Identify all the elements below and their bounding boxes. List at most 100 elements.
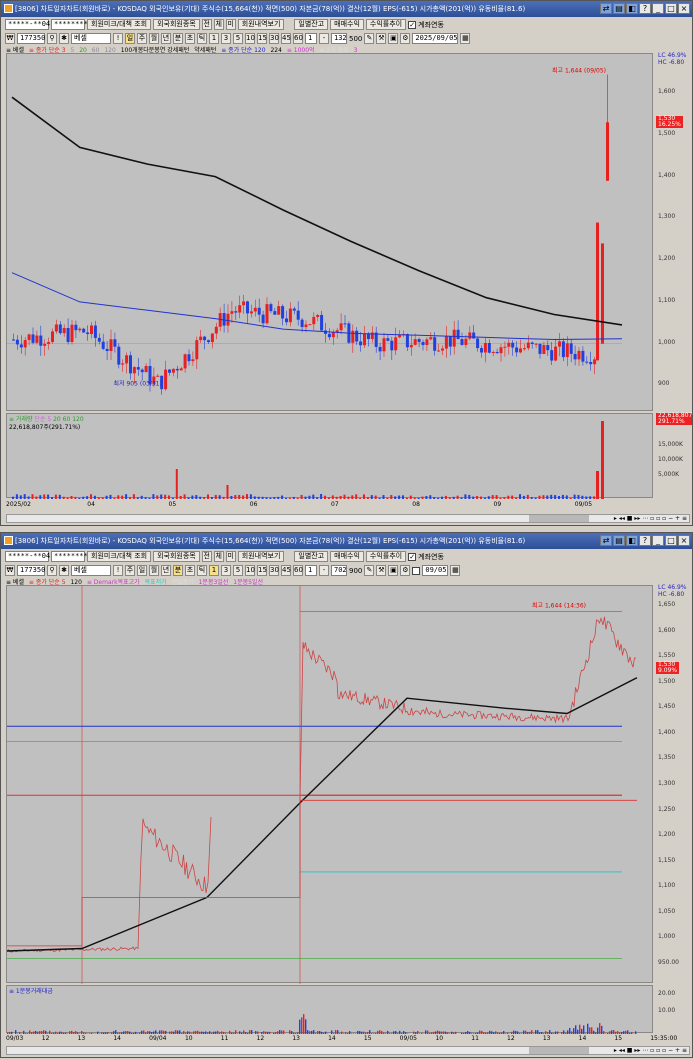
- period-minute[interactable]: 분: [173, 33, 183, 44]
- minute-30-2[interactable]: 30: [269, 565, 279, 576]
- profit-trend-button-2[interactable]: 수익률추이: [365, 551, 407, 562]
- tab-unfilled[interactable]: 미: [225, 19, 236, 30]
- period-day[interactable]: 일: [125, 33, 135, 44]
- minute-60-2[interactable]: 60: [293, 565, 303, 576]
- account-select[interactable]: *****-**04: [5, 19, 50, 30]
- minus-icon-2[interactable]: -: [319, 565, 329, 576]
- help-icon[interactable]: ?: [639, 3, 651, 14]
- code-icon[interactable]: ₩: [5, 33, 15, 44]
- period-year[interactable]: 년: [161, 33, 171, 44]
- minute-1-2[interactable]: 1: [209, 565, 219, 576]
- link-icon[interactable]: ⇄: [600, 3, 612, 14]
- interval-count[interactable]: 1: [305, 33, 317, 44]
- daily-balance-button-2[interactable]: 일별잔고: [294, 551, 329, 562]
- tab-all-2[interactable]: 전: [201, 551, 212, 562]
- tab-body[interactable]: 체: [213, 19, 224, 30]
- minute-10[interactable]: 10: [245, 33, 255, 44]
- stock-code-input[interactable]: 177350: [17, 33, 45, 44]
- foreign-member-button[interactable]: 외국회원종목: [153, 19, 200, 30]
- minute-5-2[interactable]: 5: [233, 565, 243, 576]
- favorite-icon-2[interactable]: ✱: [59, 565, 69, 576]
- pin-icon-2[interactable]: ◧: [626, 535, 638, 546]
- minute-60[interactable]: 60: [293, 33, 303, 44]
- minute-5[interactable]: 5: [233, 33, 243, 44]
- minute-1[interactable]: 1: [209, 33, 219, 44]
- account-link-checkbox-2[interactable]: ✓: [408, 552, 417, 561]
- date-input-2[interactable]: 09/05: [422, 565, 449, 576]
- volume-chart[interactable]: [6, 413, 653, 499]
- save-icon-2[interactable]: ▣: [388, 565, 399, 576]
- member-history-button-2[interactable]: 회원내역보기: [237, 551, 285, 562]
- calendar-icon[interactable]: ▦: [460, 33, 471, 44]
- code-icon-2[interactable]: ₩: [5, 565, 15, 576]
- period-tick-2[interactable]: 틱: [197, 565, 207, 576]
- profit-trend-button[interactable]: 수익률추이: [365, 19, 407, 30]
- member-lookup-button-2[interactable]: 회원미크/대책 조회: [87, 551, 152, 562]
- horizontal-scrollbar-2[interactable]: ▸ ◂◂ ■ ▸▸ ⋯ ▫ ▫ ▫ − + ≡: [6, 1046, 690, 1055]
- favorite-icon[interactable]: ✱: [59, 33, 69, 44]
- trade-profit-button[interactable]: 매매수익: [330, 19, 364, 30]
- draw-icon[interactable]: ✎: [364, 33, 375, 44]
- member-lookup-button[interactable]: 회원미크/대책 조회: [87, 19, 152, 30]
- period-day-2[interactable]: 일: [137, 565, 147, 576]
- tab-unfilled-2[interactable]: 미: [225, 551, 236, 562]
- maximize-icon-2[interactable]: □: [665, 535, 677, 546]
- date-input[interactable]: 2025/09/05: [412, 33, 459, 44]
- bar-count-input[interactable]: 132: [331, 33, 347, 44]
- tool-icon-2[interactable]: ⚒: [376, 565, 387, 576]
- period-week[interactable]: 주: [137, 33, 147, 44]
- horizontal-scrollbar[interactable]: ▸ ◂◂ ■ ▸▸ ⋯ ▫ ▫ ▫ − + ≡: [6, 514, 690, 523]
- period-month-2[interactable]: 월: [149, 565, 159, 576]
- help-icon-2[interactable]: ?: [639, 535, 651, 546]
- interval-count-2[interactable]: 1: [305, 565, 317, 576]
- save-icon[interactable]: ▣: [388, 33, 399, 44]
- calendar-icon-2[interactable]: ▦: [450, 565, 461, 576]
- maximize-icon[interactable]: □: [665, 3, 677, 14]
- minute-15[interactable]: 15: [257, 33, 267, 44]
- trade-profit-button-2[interactable]: 매매수익: [330, 551, 364, 562]
- period-month[interactable]: 월: [149, 33, 159, 44]
- search-icon[interactable]: ⚲: [47, 33, 57, 44]
- password-field-2[interactable]: ********: [51, 551, 88, 562]
- period-minute-2[interactable]: 분: [173, 565, 183, 576]
- minute-volume-chart[interactable]: [6, 985, 653, 1034]
- minute-30[interactable]: 30: [269, 33, 279, 44]
- password-field[interactable]: ********: [51, 19, 88, 30]
- scroll-thumb-2[interactable]: [529, 1047, 589, 1054]
- account-link-checkbox[interactable]: ✓: [408, 20, 417, 29]
- tool-icon[interactable]: ⚒: [376, 33, 387, 44]
- stock-code-input-2[interactable]: 177350: [17, 565, 45, 576]
- tab-body-2[interactable]: 체: [213, 551, 224, 562]
- date-checkbox[interactable]: [412, 566, 421, 575]
- period-week-2[interactable]: 주: [125, 565, 135, 576]
- daily-balance-button[interactable]: 일별잔고: [294, 19, 329, 30]
- minute-45-2[interactable]: 45: [281, 565, 291, 576]
- alert-icon-2[interactable]: !: [113, 565, 123, 576]
- zoom-controls[interactable]: ▸ ◂◂ ■ ▸▸ ⋯ ▫ ▫ ▫ − + ≡: [613, 515, 687, 522]
- pin-icon[interactable]: ◧: [626, 3, 638, 14]
- minute-3-2[interactable]: 3: [221, 565, 231, 576]
- bar-count-input-2[interactable]: 702: [331, 565, 347, 576]
- member-history-button[interactable]: 회원내역보기: [237, 19, 285, 30]
- draw-icon-2[interactable]: ✎: [364, 565, 375, 576]
- foreign-member-button-2[interactable]: 외국회원종목: [153, 551, 200, 562]
- search-icon-2[interactable]: ⚲: [47, 565, 57, 576]
- print-icon[interactable]: ▤: [613, 3, 625, 14]
- period-second[interactable]: 초: [185, 33, 195, 44]
- minute-price-chart[interactable]: 최고 1,644 (14:36): [6, 585, 653, 984]
- close-icon[interactable]: ×: [678, 3, 690, 14]
- zoom-controls-2[interactable]: ▸ ◂◂ ■ ▸▸ ⋯ ▫ ▫ ▫ − + ≡: [613, 1047, 687, 1054]
- settings-icon[interactable]: ⚙: [400, 33, 411, 44]
- minute-3[interactable]: 3: [221, 33, 231, 44]
- scroll-thumb[interactable]: [529, 515, 589, 522]
- tab-all[interactable]: 전: [201, 19, 212, 30]
- close-icon-2[interactable]: ×: [678, 535, 690, 546]
- account-select-2[interactable]: *****-**04: [5, 551, 50, 562]
- minute-45[interactable]: 45: [281, 33, 291, 44]
- minute-10-2[interactable]: 10: [245, 565, 255, 576]
- print-icon-2[interactable]: ▤: [613, 535, 625, 546]
- settings-icon-2[interactable]: ⚙: [400, 565, 411, 576]
- price-chart[interactable]: 최고 1,644 (09/05) 최저 905 (03/31): [6, 53, 653, 411]
- minute-15-2[interactable]: 15: [257, 565, 267, 576]
- link-icon-2[interactable]: ⇄: [600, 535, 612, 546]
